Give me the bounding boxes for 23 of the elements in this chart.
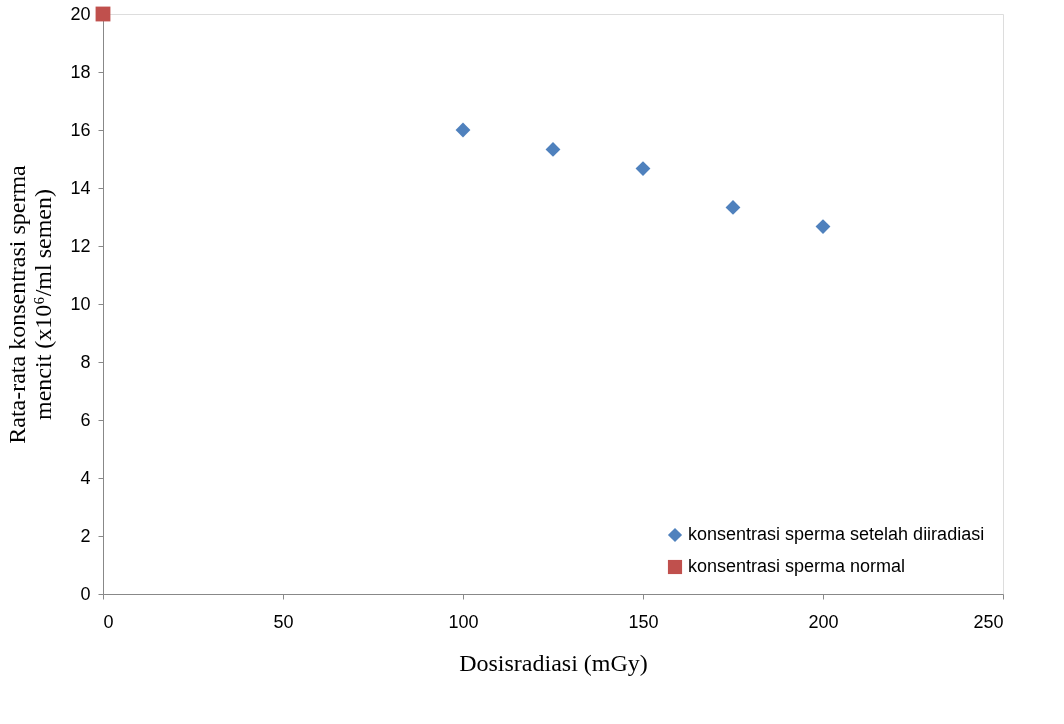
y-tick-label: 14	[70, 177, 91, 198]
y-tick-label: 4	[80, 467, 91, 488]
y-tick-label: 20	[70, 3, 91, 24]
point	[455, 122, 471, 138]
y-tick-label: 18	[70, 61, 91, 82]
y-tick-label: 2	[80, 525, 91, 546]
x-axis-title: Dosisradiasi (mGy)	[459, 649, 648, 676]
x-tick-label: 100	[448, 611, 479, 632]
y-tick-label: 6	[80, 409, 91, 430]
y-axis-title: Rata-rata konsentrasi sperma mencit (x10⁶/ml semen)	[4, 164, 57, 444]
x-tick-label: 200	[808, 611, 839, 632]
y-tick-label: 8	[80, 351, 91, 372]
y-tick-label: 0	[80, 583, 91, 604]
legend-label: konsentrasi sperma setelah diiradiasi	[688, 524, 985, 544]
y-tick-label: 16	[70, 119, 91, 140]
y-tick-label: 10	[70, 293, 91, 314]
y-tick-label: 12	[70, 235, 91, 256]
point	[95, 6, 111, 22]
x-tick-label: 50	[273, 611, 294, 632]
x-tick-label: 250	[973, 611, 1004, 632]
x-tick-label: 150	[628, 611, 659, 632]
legend-label: konsentrasi sperma normal	[688, 556, 906, 576]
x-tick-label: 0	[103, 611, 114, 632]
